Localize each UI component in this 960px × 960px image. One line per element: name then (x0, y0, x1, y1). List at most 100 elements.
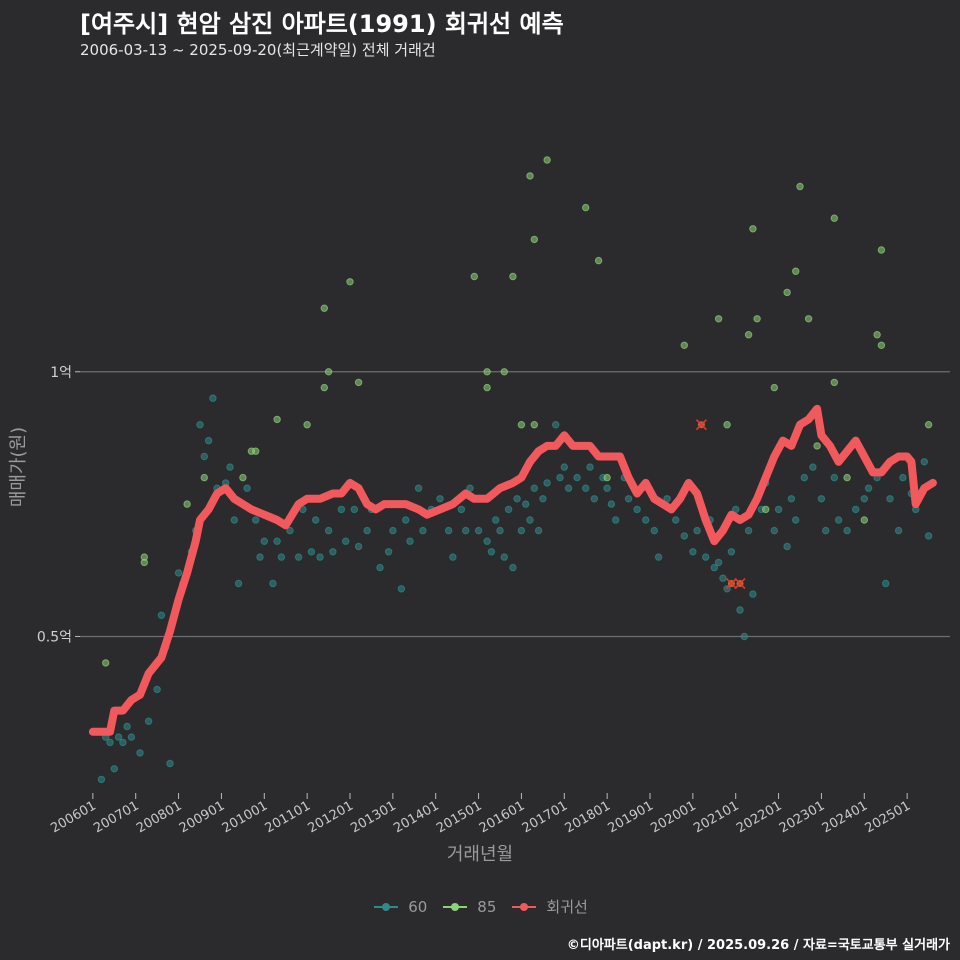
data-point-60 (256, 553, 264, 561)
data-point-85 (252, 447, 260, 455)
source-footer: ©디아파트(dapt.kr) / 2025.09.26 / 자료=국토교통부 실… (566, 938, 950, 953)
data-point-60 (543, 479, 551, 487)
legend-key-regression (510, 900, 538, 914)
data-point-60 (710, 563, 718, 572)
data-point-60 (397, 585, 406, 593)
data-point-60 (123, 722, 131, 731)
x-axis-ticks: 2006012007012008012009012010012011012012… (48, 793, 913, 836)
data-point-60 (749, 590, 757, 598)
data-point-85 (813, 442, 821, 450)
data-point-60 (157, 611, 166, 619)
data-point-60 (324, 526, 333, 535)
data-point-60 (552, 421, 560, 429)
data-point-60 (307, 548, 316, 556)
data-point-85 (860, 516, 868, 524)
data-point-60 (419, 526, 427, 535)
data-point-60 (350, 505, 358, 514)
data-point-85 (320, 383, 328, 392)
data-point-60 (732, 505, 740, 514)
data-point-60 (376, 563, 384, 572)
data-point-60 (204, 436, 213, 445)
data-point-85 (762, 505, 770, 514)
x-tick-label: 201801 (563, 798, 613, 836)
data-point-60 (822, 526, 830, 535)
x-tick-label: 202501 (863, 798, 913, 836)
data-point-60 (294, 553, 303, 561)
x-tick-label: 200701 (91, 798, 141, 836)
data-point-60 (624, 495, 633, 503)
data-point-85 (530, 235, 538, 244)
data-point-60 (770, 526, 778, 535)
data-point-60 (504, 505, 513, 514)
data-point-60 (526, 516, 534, 524)
data-point-60 (809, 463, 817, 471)
data-point-60 (342, 537, 350, 545)
data-point-85 (470, 272, 478, 281)
data-point-60 (899, 473, 907, 482)
x-tick-label: 201301 (348, 798, 398, 836)
data-point-85 (843, 473, 851, 482)
data-point-85 (530, 421, 538, 429)
data-point-85 (830, 214, 838, 222)
data-point-60 (663, 495, 671, 503)
grid-lines (80, 371, 950, 638)
x-tick-label: 201901 (606, 798, 656, 836)
legend-item-60: 60 (372, 898, 427, 916)
x-tick-label: 201001 (220, 798, 270, 836)
data-point-60 (744, 526, 753, 535)
data-point-60 (354, 542, 363, 551)
data-point-60 (127, 733, 136, 741)
legend: 60 85 회귀선 (0, 896, 960, 917)
data-point-60 (560, 463, 568, 471)
y-axis-label-box: 매매가(원) (2, 427, 32, 507)
data-point-60 (852, 505, 860, 514)
data-point-60 (642, 516, 650, 524)
data-point-60 (693, 526, 701, 535)
x-tick-label: 200601 (48, 798, 98, 836)
data-point-60 (97, 775, 106, 784)
data-point-85 (526, 172, 534, 180)
data-point-85 (792, 267, 800, 275)
regression-line-path (88, 404, 937, 736)
data-point-60 (153, 685, 161, 694)
data-point-60 (462, 526, 470, 535)
data-point-85 (744, 331, 753, 339)
data-point-60 (886, 495, 894, 503)
data-point-60 (800, 473, 808, 482)
data-point-85 (680, 341, 688, 349)
data-point-60 (714, 558, 723, 567)
data-point-85 (320, 304, 328, 312)
data-point-85 (873, 331, 881, 339)
data-point-60 (727, 548, 736, 556)
data-point-60 (894, 526, 903, 535)
data-point-60 (174, 569, 183, 577)
data-point-60 (633, 505, 641, 514)
data-point-60 (277, 553, 286, 561)
data-point-85 (714, 315, 723, 323)
data-point-60 (444, 526, 453, 535)
data-point-60 (496, 526, 504, 535)
legend-key-85 (441, 900, 469, 914)
cancelled-markers (695, 419, 746, 590)
data-point-60 (389, 526, 397, 535)
x-axis-label: 거래년월 (446, 844, 514, 865)
x-tick-label: 201501 (434, 798, 484, 836)
data-point-60 (513, 495, 521, 503)
data-point-60 (106, 738, 114, 747)
data-point-60 (654, 553, 663, 561)
y-tick-label: 0.5억 (37, 629, 72, 645)
legend-label-85: 85 (477, 897, 497, 916)
data-point-60 (830, 473, 838, 482)
chart-subtitle: 2006-03-13 ~ 2025-09-20(최근계약일) 전체 거래건 (80, 41, 436, 59)
data-point-60 (483, 537, 491, 545)
data-point-60 (590, 495, 598, 503)
data-point-85 (877, 246, 886, 254)
data-point-60 (817, 495, 826, 503)
cancelled-mark (695, 419, 707, 431)
data-point-60 (607, 500, 616, 508)
legend-label-regression: 회귀선 (546, 898, 588, 916)
data-point-60 (110, 765, 119, 773)
regression-line (88, 404, 937, 736)
data-point-60 (384, 548, 393, 556)
data-point-60 (196, 421, 204, 429)
